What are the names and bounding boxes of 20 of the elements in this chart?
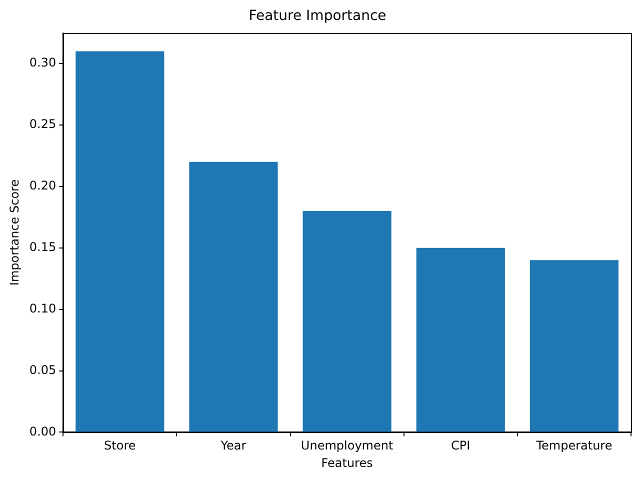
x-axis-title: Features (321, 456, 373, 470)
y-axis-title: Importance Score (7, 179, 22, 286)
y-tick-label: 0.20 (29, 178, 56, 193)
x-tick-label: Unemployment (300, 438, 394, 453)
y-tick-label: 0.00 (29, 424, 56, 438)
y-tick-label: 0.30 (29, 56, 56, 70)
bar (416, 248, 505, 432)
y-tick-label: 0.25 (29, 117, 56, 132)
x-tick-label: Year (220, 438, 246, 453)
bar (530, 260, 619, 432)
y-tick-label: 0.10 (29, 301, 56, 316)
x-tick-label: Temperature (535, 438, 612, 453)
x-tick-label: Store (104, 438, 136, 453)
bar (76, 51, 164, 432)
y-tick-label: 0.05 (29, 362, 56, 377)
bar (189, 162, 278, 432)
bar (302, 210, 392, 432)
y-tick-label: 0.15 (29, 240, 56, 254)
x-tick-label: CPI (451, 438, 470, 453)
chart-title: Feature Importance (248, 8, 386, 24)
